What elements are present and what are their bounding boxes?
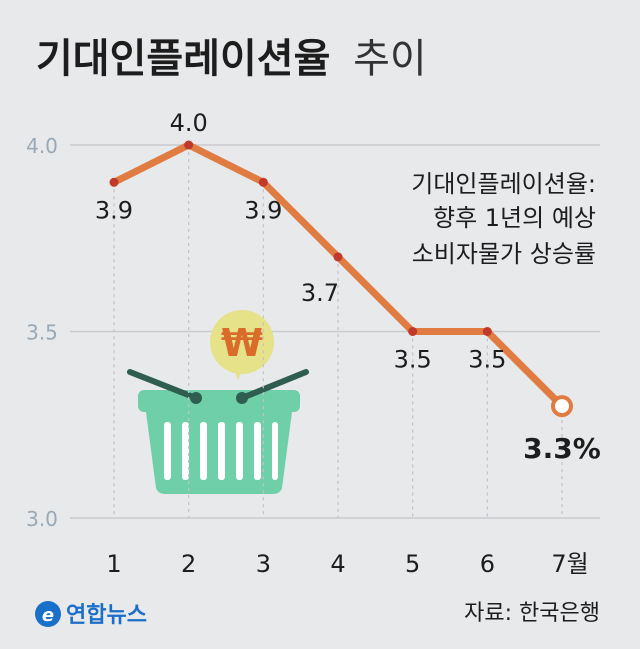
note-line-2: 소비자물가 상승률 <box>412 240 596 268</box>
yonhap-logo: e 연합뉴스 <box>35 601 147 628</box>
point-guides <box>113 145 563 518</box>
x-tick-label: 6 <box>480 550 495 578</box>
svg-text:e: e <box>42 605 54 626</box>
data-label: 3.5 <box>394 346 432 374</box>
y-tick-label: 3.5 <box>26 321 58 345</box>
data-label: 3.5 <box>468 346 506 374</box>
data-point-last <box>551 395 573 418</box>
x-tick-label: 5 <box>405 550 420 578</box>
chart-title-light: 추이 <box>353 36 427 82</box>
x-tick-label: 1 <box>106 550 121 578</box>
source-label: 자료: 한국은행 <box>464 601 600 626</box>
data-label: 4.0 <box>170 109 208 137</box>
data-point <box>482 327 492 336</box>
chart-title-bold: 기대인플레이션율 <box>36 36 330 82</box>
basket-slots <box>164 422 278 480</box>
data-label: 3.3% <box>523 432 601 465</box>
definition-note: 기대인플레이션율: 향후 1년의 예상 소비자물가 상승률 <box>411 170 596 268</box>
logo-text: 연합뉴스 <box>66 602 147 628</box>
data-label: 3.7 <box>301 279 339 307</box>
x-tick-label: 7월 <box>551 550 588 578</box>
chart-title: 기대인플레이션율 추이 <box>36 36 427 82</box>
svg-text:₩: ₩ <box>221 321 263 365</box>
won-coin-icon: ₩ <box>210 310 274 380</box>
note-heading: 기대인플레이션율: <box>411 170 596 198</box>
data-point <box>109 177 119 187</box>
data-label: 3.9 <box>244 196 282 224</box>
y-tick-label: 4.0 <box>26 134 58 158</box>
data-point <box>408 327 418 336</box>
data-label: 3.9 <box>95 196 133 224</box>
x-axis-ticks: 1 2 3 4 5 6 7월 <box>106 550 588 578</box>
grid: 4.0 3.5 3.0 <box>26 134 600 531</box>
y-tick-label: 3.0 <box>26 507 58 531</box>
note-line-1: 향후 1년의 예상 <box>433 204 596 232</box>
x-tick-label: 3 <box>256 550 271 578</box>
x-tick-label: 4 <box>330 550 345 578</box>
data-point <box>258 177 268 187</box>
data-points <box>109 140 573 418</box>
data-labels: 3.9 4.0 3.9 3.7 3.5 3.5 3.3% <box>95 109 601 465</box>
x-tick-label: 2 <box>181 550 196 578</box>
data-point <box>184 140 194 150</box>
data-point <box>333 252 343 262</box>
shopping-basket-icon: ₩ <box>127 310 309 494</box>
